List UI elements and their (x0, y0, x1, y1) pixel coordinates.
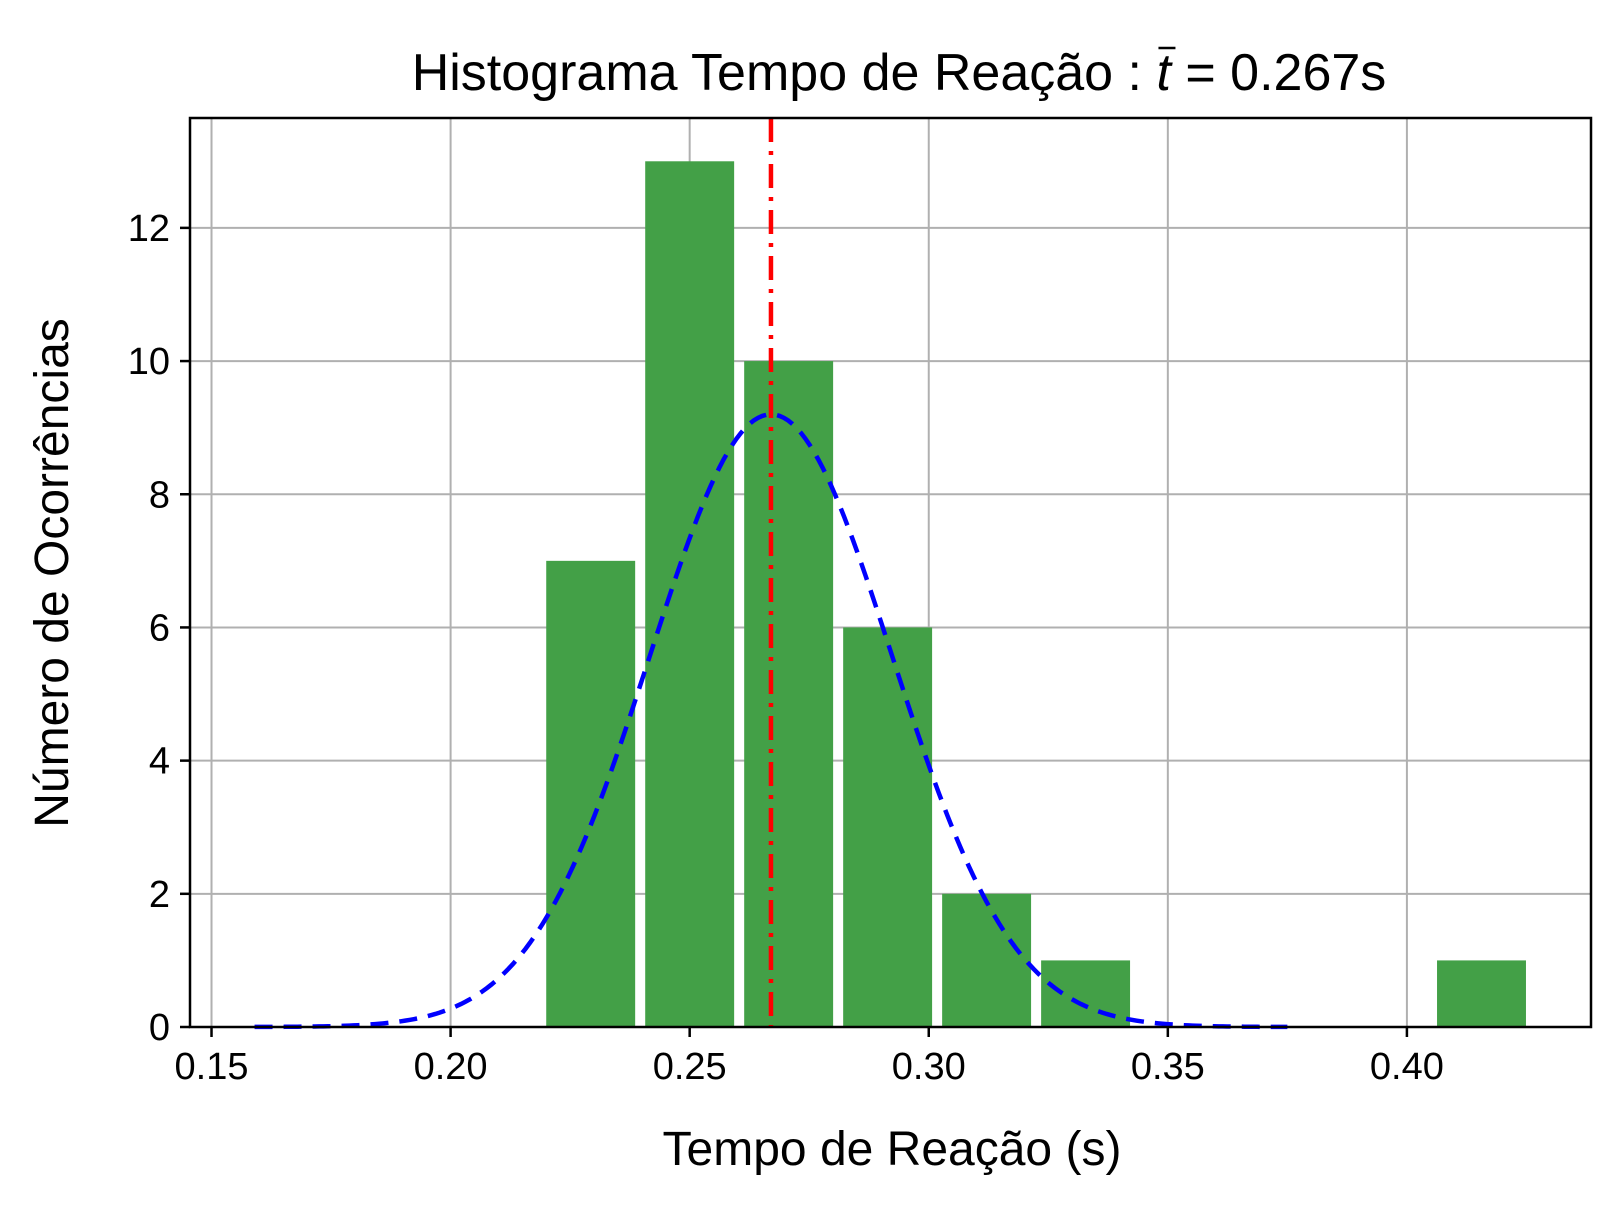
x-tick-label: 0.25 (653, 1046, 727, 1088)
x-tick-label: 0.40 (1370, 1046, 1444, 1088)
x-axis-label: Tempo de Reação (s) (663, 1123, 1122, 1176)
y-tick-label: 2 (149, 874, 170, 916)
y-axis-label: Número de Ocorrências (26, 318, 79, 828)
x-tick-label: 0.20 (414, 1046, 488, 1088)
y-tick-label: 8 (149, 474, 170, 516)
histogram-bar (744, 361, 834, 1028)
histogram-bar (1041, 960, 1131, 1027)
y-tick-label: 6 (149, 607, 170, 649)
chart-title: Histograma Tempo de Reação : t = 0.267s (412, 44, 1387, 102)
x-tick-label: 0.35 (1131, 1046, 1205, 1088)
histogram-bar (645, 161, 735, 1028)
histogram-bar (942, 893, 1032, 1027)
x-tick-label: 0.15 (175, 1046, 249, 1088)
y-tick-label: 0 (149, 1007, 170, 1049)
chart-title-math-symbol: t (1156, 44, 1173, 102)
histogram-bar (1437, 960, 1526, 1027)
y-tick-label: 10 (128, 341, 170, 383)
y-tick-label: 12 (128, 208, 170, 250)
plot-frame (188, 116, 1593, 1029)
x-tick-label: 0.30 (892, 1046, 966, 1088)
y-tick-label: 4 (149, 741, 170, 783)
bars (546, 161, 1526, 1028)
chart-title-prefix: Histograma Tempo de Reação : (412, 44, 1157, 102)
chart-title-math-rest: = 0.267s (1171, 44, 1386, 102)
histogram-bar (843, 627, 933, 1027)
histogram-bar (546, 560, 636, 1027)
normal-curve (254, 412, 1288, 1030)
normal-curve-layer (254, 412, 1288, 1030)
axis-ticks: 0.15 0.20 0.25 0.30 0.35 0.40 0 2 4 6 8 10 12 (128, 208, 1444, 1088)
